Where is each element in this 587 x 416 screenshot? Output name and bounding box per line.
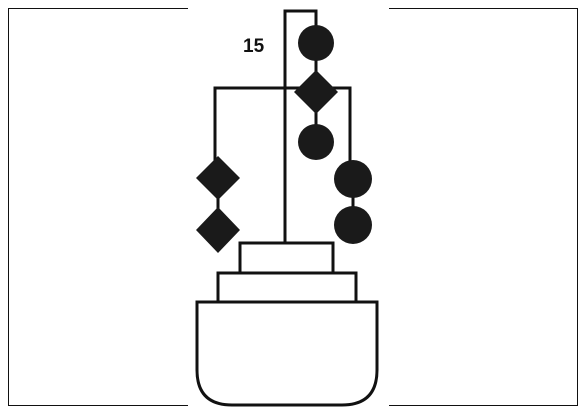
base-tier-top: [238, 241, 335, 275]
diamond-left-lower: [196, 207, 240, 253]
circle-right-upper: [334, 160, 372, 198]
frame-right: [389, 8, 578, 406]
circle-center-lower: [298, 124, 334, 160]
figure-label: 15: [243, 36, 265, 57]
diamond-center: [294, 70, 338, 114]
base-bowl: [195, 300, 379, 407]
frame-left: [8, 8, 188, 406]
circle-top: [298, 25, 334, 61]
circle-right-lower: [334, 206, 372, 244]
diamond-left-upper: [196, 156, 240, 200]
base-tier-middle: [216, 271, 358, 304]
